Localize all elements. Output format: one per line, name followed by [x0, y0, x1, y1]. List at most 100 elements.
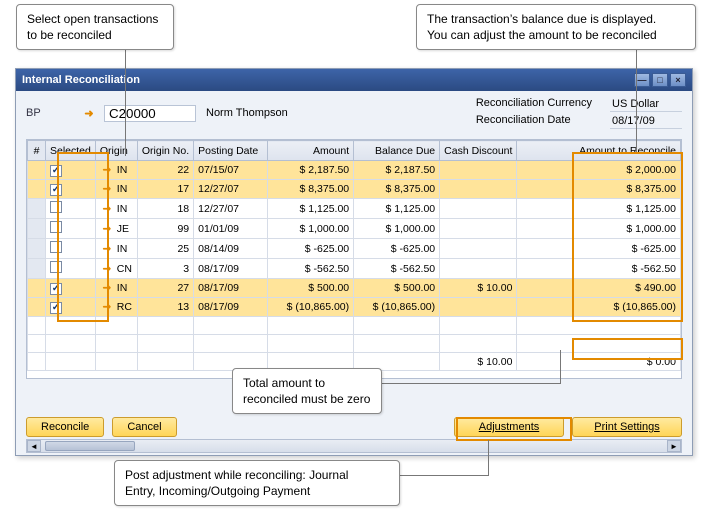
reconcile-button[interactable]: Reconcile [26, 417, 104, 437]
row-origin-no: 25 [137, 239, 193, 259]
table-row[interactable]: ➜ IN1712/27/07$ 8,375.00$ 8,375.00$ 8,37… [28, 180, 681, 199]
transactions-table-wrap: # Selected Origin Origin No. Posting Dat… [26, 139, 682, 379]
row-atr[interactable]: $ -625.00 [517, 239, 681, 259]
bp-label: BP [26, 107, 74, 119]
row-atr[interactable]: $ 490.00 [517, 279, 681, 298]
col-origin-no[interactable]: Origin No. [137, 141, 193, 161]
checkbox-icon[interactable] [50, 241, 62, 253]
link-arrow-icon[interactable]: ➜ [100, 262, 114, 276]
row-selected[interactable] [46, 219, 96, 239]
row-amount: $ -562.50 [268, 259, 354, 279]
row-selected[interactable] [46, 161, 96, 180]
row-origin: ➜ JE [95, 219, 137, 239]
row-amount: $ -625.00 [268, 239, 354, 259]
table-row[interactable]: ➜ IN2207/15/07$ 2,187.50$ 2,187.50$ 2,00… [28, 161, 681, 180]
col-selected[interactable]: Selected [46, 141, 96, 161]
row-handle[interactable] [28, 298, 46, 317]
checkbox-icon[interactable] [50, 184, 62, 196]
link-arrow-icon[interactable]: ➜ [100, 300, 114, 314]
row-balance: $ 1,125.00 [354, 199, 440, 219]
row-selected[interactable] [46, 279, 96, 298]
table-row-empty [28, 335, 681, 353]
row-discount [440, 161, 517, 180]
print-settings-button[interactable]: Print Settings [572, 417, 682, 437]
table-row[interactable]: ➜ RC1308/17/09$ (10,865.00)$ (10,865.00)… [28, 298, 681, 317]
checkbox-icon[interactable] [50, 283, 62, 295]
close-icon[interactable]: × [670, 73, 686, 87]
row-atr[interactable]: $ 2,000.00 [517, 161, 681, 180]
row-amount: $ 2,187.50 [268, 161, 354, 180]
row-handle[interactable] [28, 180, 46, 199]
row-origin-no: 27 [137, 279, 193, 298]
row-date: 08/17/09 [194, 259, 268, 279]
cancel-button[interactable]: Cancel [112, 417, 176, 437]
table-row[interactable]: ➜ IN2508/14/09$ -625.00$ -625.00$ -625.0… [28, 239, 681, 259]
window-title: Internal Reconciliation [22, 74, 140, 86]
col-amount[interactable]: Amount [268, 141, 354, 161]
link-arrow-icon[interactable]: ➜ [100, 222, 114, 236]
col-balance[interactable]: Balance Due [354, 141, 440, 161]
row-atr[interactable]: $ 1,125.00 [517, 199, 681, 219]
adjustments-button[interactable]: Adjustments [454, 417, 564, 437]
row-selected[interactable] [46, 298, 96, 317]
row-balance: $ 1,000.00 [354, 219, 440, 239]
link-arrow-icon[interactable]: ➜ [100, 242, 114, 256]
link-arrow-icon[interactable]: ➜ [100, 202, 114, 216]
row-handle[interactable] [28, 219, 46, 239]
table-row[interactable]: ➜ CN308/17/09$ -562.50$ -562.50$ -562.50 [28, 259, 681, 279]
link-arrow-icon[interactable]: ➜ [82, 106, 96, 120]
row-balance: $ -625.00 [354, 239, 440, 259]
currency-value: US Dollar [610, 97, 682, 112]
maximize-icon[interactable]: □ [652, 73, 668, 87]
row-atr[interactable]: $ (10,865.00) [517, 298, 681, 317]
table-row[interactable]: ➜ IN1812/27/07$ 1,125.00$ 1,125.00$ 1,12… [28, 199, 681, 219]
row-handle[interactable] [28, 279, 46, 298]
row-selected[interactable] [46, 199, 96, 219]
col-origin[interactable]: Origin [95, 141, 137, 161]
row-handle[interactable] [28, 259, 46, 279]
row-balance: $ 8,375.00 [354, 180, 440, 199]
checkbox-icon[interactable] [50, 261, 62, 273]
date-value[interactable]: 08/17/09 [610, 114, 682, 129]
col-num[interactable]: # [28, 141, 46, 161]
checkbox-icon[interactable] [50, 221, 62, 233]
row-selected[interactable] [46, 259, 96, 279]
row-discount [440, 199, 517, 219]
scroll-thumb[interactable] [45, 441, 135, 451]
pointer-select-v [125, 38, 126, 156]
table-row[interactable]: ➜ IN2708/17/09$ 500.00$ 500.00$ 10.00$ 4… [28, 279, 681, 298]
scroll-left-icon[interactable]: ◄ [27, 440, 41, 452]
col-date[interactable]: Posting Date [194, 141, 268, 161]
row-selected[interactable] [46, 239, 96, 259]
bp-code-input[interactable] [104, 105, 196, 122]
row-selected[interactable] [46, 180, 96, 199]
horizontal-scrollbar[interactable]: ◄ ► [26, 439, 682, 453]
currency-label: Reconciliation Currency [476, 97, 592, 112]
scroll-right-icon[interactable]: ► [667, 440, 681, 452]
checkbox-icon[interactable] [50, 165, 62, 177]
row-date: 12/27/07 [194, 180, 268, 199]
link-arrow-icon[interactable]: ➜ [100, 163, 114, 177]
header-row: BP ➜ Norm Thompson Reconciliation Curren… [16, 91, 692, 131]
button-row: Reconcile Cancel Adjustments Print Setti… [26, 417, 682, 437]
row-origin: ➜ IN [95, 279, 137, 298]
row-handle[interactable] [28, 199, 46, 219]
pointer-adjust-h [398, 475, 488, 476]
total-atr: $ 0.00 [517, 353, 681, 371]
table-row-empty [28, 317, 681, 335]
link-arrow-icon[interactable]: ➜ [100, 281, 114, 295]
titlebar[interactable]: Internal Reconciliation — □ × [16, 69, 692, 91]
row-atr[interactable]: $ 1,000.00 [517, 219, 681, 239]
col-discount[interactable]: Cash Discount [440, 141, 517, 161]
row-atr[interactable]: $ 8,375.00 [517, 180, 681, 199]
checkbox-icon[interactable] [50, 302, 62, 314]
row-atr[interactable]: $ -562.50 [517, 259, 681, 279]
row-handle[interactable] [28, 161, 46, 180]
row-handle[interactable] [28, 239, 46, 259]
link-arrow-icon[interactable]: ➜ [100, 182, 114, 196]
col-atr[interactable]: Amount to Reconcile [517, 141, 681, 161]
row-origin-no: 22 [137, 161, 193, 180]
checkbox-icon[interactable] [50, 201, 62, 213]
row-date: 08/17/09 [194, 279, 268, 298]
table-row[interactable]: ➜ JE9901/01/09$ 1,000.00$ 1,000.00$ 1,00… [28, 219, 681, 239]
